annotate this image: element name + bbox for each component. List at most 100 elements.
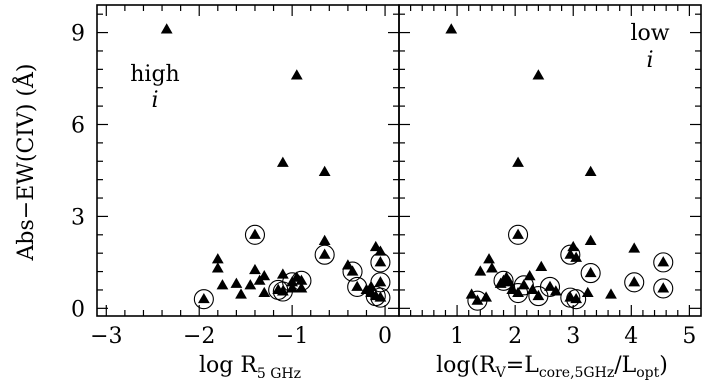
right-data-point [657, 282, 670, 293]
left-x-tick-label: −2 [183, 324, 215, 349]
right-data-point [657, 256, 670, 267]
right-data-point [532, 289, 545, 301]
right-data-point [532, 69, 545, 80]
right-data-point [512, 156, 524, 167]
right-x-tick-label: 3 [566, 324, 580, 349]
left-data-point [295, 282, 308, 293]
right-data-point [584, 266, 597, 278]
right-point-circle [653, 278, 674, 299]
left-data-point [318, 248, 331, 259]
left-data-point [374, 256, 387, 267]
right-point-circle [624, 272, 645, 293]
right-data-point [549, 285, 562, 296]
left-data-point [342, 259, 354, 270]
left-point-circle [244, 224, 266, 245]
left-panel: −3 −2 −1 0 0 3 6 9 [71, 4, 400, 349]
y-axis-label: Abs−EW(CIV) (Å) [11, 64, 39, 262]
left-annotation-line2: i [151, 88, 158, 113]
left-x-axis-label-main: log R [199, 353, 258, 378]
left-data-point [235, 288, 247, 299]
right-data-point [628, 242, 641, 253]
y-tick-label: 0 [71, 297, 85, 322]
left-point-circle [272, 281, 293, 302]
right-data-point [628, 276, 641, 287]
right-data-point [512, 286, 524, 298]
right-panel: 1 2 3 4 5 [398, 4, 702, 349]
right-data-point [445, 23, 458, 34]
right-x-tick-label: 4 [624, 324, 638, 349]
left-data-point [211, 253, 224, 264]
left-point-circle [314, 244, 335, 265]
right-point-circle [560, 244, 581, 265]
left-data-point [276, 268, 289, 279]
right-x-axis-label: log(RV=Lcore,5GHz/Lopt) [436, 353, 668, 381]
right-x-axis-label-sub1: V [495, 365, 507, 381]
right-point-circle [508, 224, 529, 245]
right-point-circle [528, 286, 549, 307]
y-tick-label: 6 [71, 113, 85, 138]
right-data-point [471, 294, 484, 305]
right-data-point [486, 262, 498, 273]
right-x-axis-label-pre: log(R [436, 353, 497, 378]
right-x-axis-label-sub2: core,5GHz [539, 365, 614, 381]
left-point-circle [370, 252, 391, 273]
left-data-point [253, 274, 266, 285]
left-point-circle [342, 261, 363, 282]
left-data-point [197, 292, 210, 304]
right-point-circle [566, 289, 587, 310]
left-data-point [216, 279, 229, 290]
right-point-circle [467, 290, 488, 311]
right-data-point [605, 288, 617, 299]
right-data-point [474, 265, 487, 276]
left-data-point [244, 279, 257, 290]
left-data-point [286, 282, 299, 293]
y-tick-label: 9 [71, 22, 85, 47]
right-x-axis-label-post: ) [659, 353, 668, 378]
left-data-point [351, 280, 364, 291]
left-x-tick-label: 0 [378, 324, 392, 349]
left-data-point [374, 291, 387, 302]
right-data-point [503, 276, 516, 287]
right-data-point [535, 260, 548, 272]
right-data-point [517, 279, 530, 290]
right-point-circle [493, 270, 514, 291]
right-point-circle [653, 252, 674, 273]
left-data-point [276, 156, 289, 167]
right-data-point [584, 165, 597, 177]
left-data-point [230, 277, 243, 288]
left-point-circle [193, 289, 214, 310]
right-x-axis-label-mid2: /L [614, 353, 636, 378]
left-point-circle [370, 287, 391, 308]
right-x-axis-label-mid: =L [506, 353, 539, 378]
right-x-tick-label: 5 [682, 324, 696, 349]
left-x-axis-label-sub: 5 GHz [257, 366, 301, 382]
right-x-tick-label: 2 [508, 324, 522, 349]
left-data-point [346, 265, 359, 276]
left-data-point [318, 234, 331, 245]
y-tick-label: 3 [71, 205, 85, 230]
right-plot-frame [398, 4, 702, 317]
right-annotation-line1: low [630, 21, 669, 46]
left-data-point [258, 286, 271, 298]
left-annotation-line1: high [130, 62, 179, 87]
left-data-point [160, 23, 173, 34]
right-data-point [506, 283, 519, 294]
left-x-tick-label: −1 [276, 324, 308, 349]
left-data-point [249, 263, 261, 275]
right-data-point [494, 277, 507, 288]
right-annotation-line2: i [646, 48, 653, 73]
right-data-point [584, 234, 597, 245]
right-point-circle [580, 263, 601, 284]
right-data-point [570, 292, 583, 304]
left-data-point [249, 228, 261, 239]
right-data-point [544, 280, 556, 291]
left-data-point [211, 262, 224, 273]
right-data-point [523, 269, 536, 281]
right-x-tick-label: 1 [450, 324, 464, 349]
right-data-point [564, 248, 577, 259]
left-data-point [290, 69, 303, 80]
left-data-point [276, 285, 289, 296]
left-data-point [374, 276, 387, 287]
right-data-point [512, 228, 524, 239]
